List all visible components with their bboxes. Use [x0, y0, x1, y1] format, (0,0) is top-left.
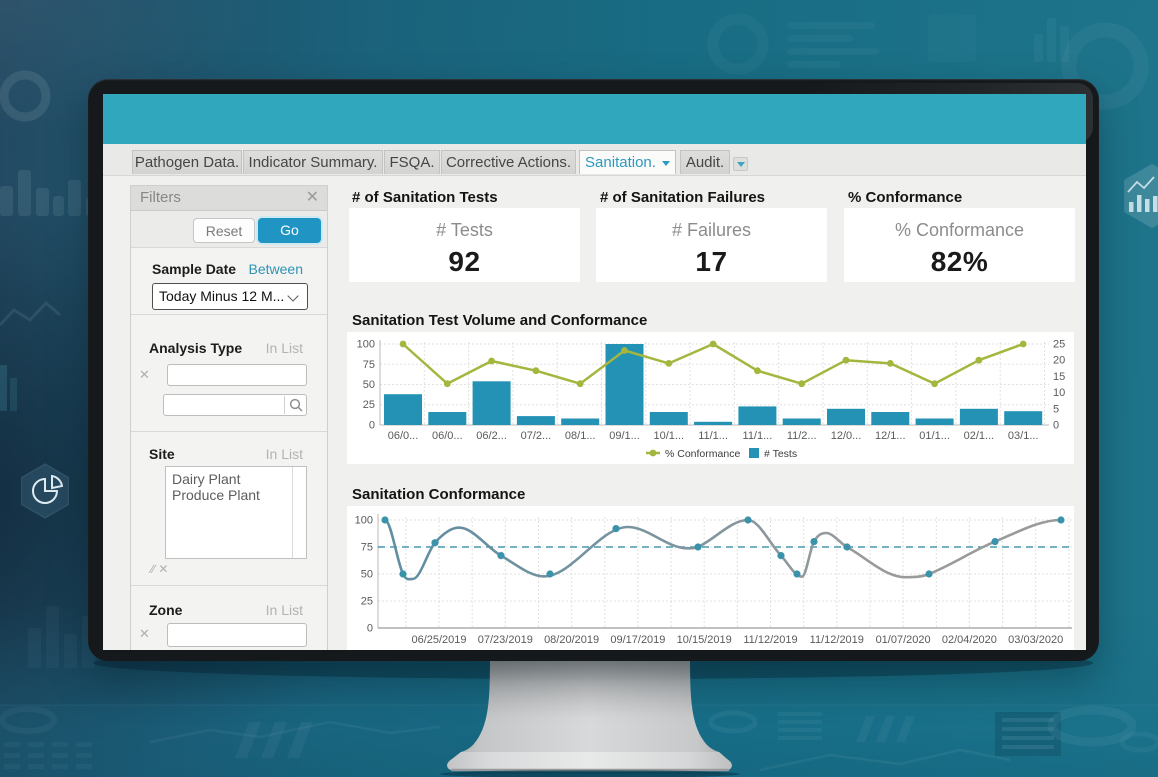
svg-text:11/1...: 11/1... [698, 430, 728, 442]
svg-text:0: 0 [367, 623, 373, 635]
svg-text:08/20/2019: 08/20/2019 [544, 634, 599, 646]
svg-text:11/12/2019: 11/12/2019 [743, 634, 797, 646]
svg-text:01/1...: 01/1... [919, 430, 950, 442]
svg-text:20: 20 [1053, 355, 1065, 367]
svg-text:10/15/2019: 10/15/2019 [677, 634, 732, 646]
svg-text:06/2...: 06/2... [476, 430, 507, 442]
svg-text:5: 5 [1053, 403, 1059, 415]
svg-text:11/2...: 11/2... [787, 430, 817, 442]
svg-text:# Tests: # Tests [764, 448, 797, 460]
svg-text:03/03/2020: 03/03/2020 [1008, 634, 1063, 646]
svg-text:% Conformance: % Conformance [665, 448, 740, 460]
svg-text:11/1...: 11/1... [743, 430, 773, 442]
svg-text:08/1...: 08/1... [565, 430, 596, 442]
svg-text:07/2...: 07/2... [521, 430, 552, 442]
svg-text:01/07/2020: 01/07/2020 [876, 634, 931, 646]
svg-text:11/12/2019: 11/12/2019 [810, 634, 864, 646]
svg-text:25: 25 [1053, 339, 1065, 351]
svg-text:0: 0 [1053, 420, 1059, 432]
svg-text:75: 75 [363, 359, 375, 371]
svg-text:03/1...: 03/1... [1008, 430, 1039, 442]
svg-text:06/0...: 06/0... [432, 430, 463, 442]
svg-text:10: 10 [1053, 387, 1065, 399]
svg-text:100: 100 [355, 515, 373, 527]
svg-text:09/1...: 09/1... [609, 430, 640, 442]
svg-text:06/25/2019: 06/25/2019 [411, 634, 466, 646]
svg-text:50: 50 [363, 379, 375, 391]
svg-text:100: 100 [357, 339, 375, 351]
svg-text:02/04/2020: 02/04/2020 [942, 634, 997, 646]
svg-text:12/1...: 12/1... [875, 430, 906, 442]
svg-text:75: 75 [361, 542, 373, 554]
svg-text:15: 15 [1053, 371, 1065, 383]
svg-text:50: 50 [361, 569, 373, 581]
svg-text:09/17/2019: 09/17/2019 [610, 634, 665, 646]
svg-text:25: 25 [361, 596, 373, 608]
svg-text:0: 0 [369, 420, 375, 432]
svg-text:06/0...: 06/0... [388, 430, 419, 442]
svg-text:07/23/2019: 07/23/2019 [478, 634, 533, 646]
svg-text:10/1...: 10/1... [654, 430, 685, 442]
svg-text:02/1...: 02/1... [964, 430, 995, 442]
svg-text:25: 25 [363, 399, 375, 411]
svg-text:12/0...: 12/0... [831, 430, 862, 442]
